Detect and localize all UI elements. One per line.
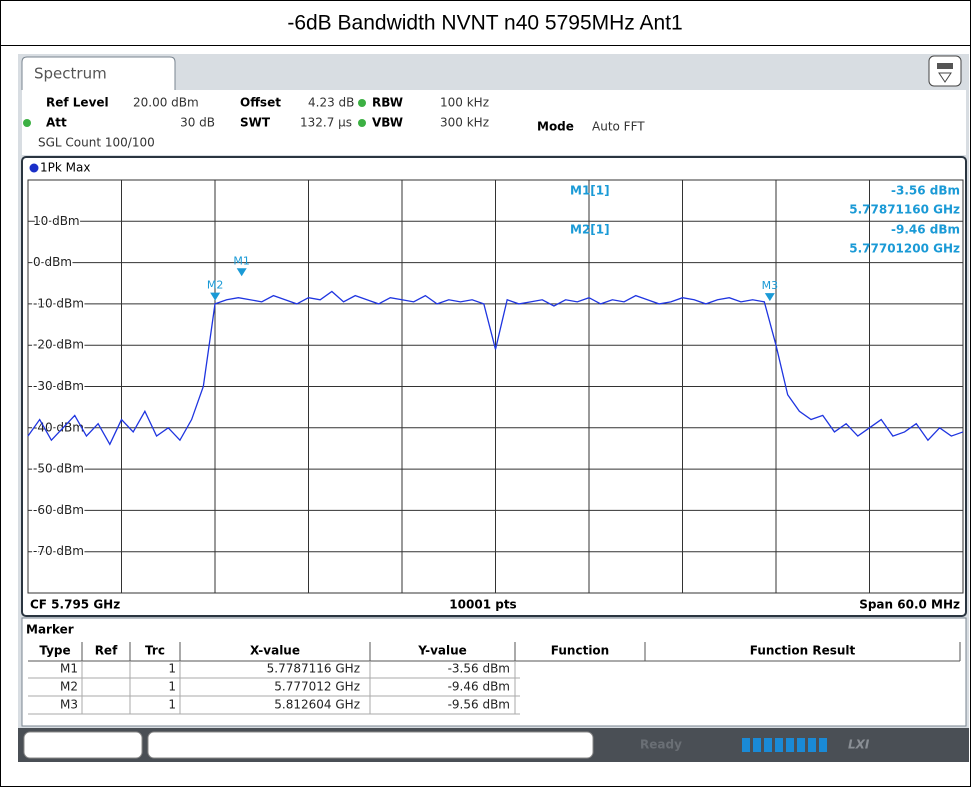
cell-y: -9.46 dBm <box>448 680 510 694</box>
lxi-logo: LXI <box>848 738 870 752</box>
marker-label: M3 <box>762 279 779 292</box>
column-header: Ref <box>95 644 118 658</box>
cell-type: M2 <box>60 680 78 694</box>
setting-label: Mode <box>537 120 574 134</box>
points: 10001 pts <box>449 598 516 612</box>
setting-label: VBW <box>372 116 403 130</box>
setting-label: Ref Level <box>46 96 109 110</box>
cell-y: -3.56 dBm <box>448 662 510 676</box>
y-tick-label: 10 dBm <box>33 214 80 228</box>
cell-trc: 1 <box>168 662 176 676</box>
progress-segment <box>775 738 783 752</box>
center-freq: CF 5.795 GHz <box>30 598 120 612</box>
cell-y: -9.56 dBm <box>448 698 510 712</box>
cell-x: 5.812604 GHz <box>274 698 360 712</box>
readout-label: M2[1] <box>570 223 610 237</box>
settings-panel <box>22 90 966 155</box>
window-title: -6dB Bandwidth NVNT n40 5795MHz Ant1 <box>287 12 682 35</box>
readout-value: -3.56 dBm <box>891 184 960 198</box>
y-tick-label: -40 dBm <box>33 420 84 434</box>
cell-type: M1 <box>60 662 78 676</box>
cell-trc: 1 <box>168 698 176 712</box>
y-tick-label: -30 dBm <box>33 379 84 393</box>
setting-label: RBW <box>372 96 403 110</box>
status-text: Ready <box>640 738 682 752</box>
column-header: Function <box>551 644 609 658</box>
setting-value: 20.00 dBm <box>133 96 199 110</box>
cell-x: 5.7787116 GHz <box>267 662 360 676</box>
setting-value: 100 kHz <box>440 96 489 110</box>
cell-trc: 1 <box>168 680 176 694</box>
setting-value: Auto FFT <box>592 120 645 134</box>
progress-segment <box>819 738 827 752</box>
column-header: Y-value <box>417 644 467 658</box>
progress-segment <box>742 738 750 752</box>
progress-segment <box>808 738 816 752</box>
status-dot <box>23 119 31 127</box>
readout-freq: 5.77871160 GHz <box>849 203 960 217</box>
progress-segment <box>764 738 772 752</box>
readout-freq: 5.77701200 GHz <box>849 242 960 256</box>
tab-label[interactable]: Spectrum <box>34 65 107 83</box>
y-tick-label: -10 dBm <box>33 296 84 310</box>
progress-segment <box>786 738 794 752</box>
column-header: Trc <box>145 644 165 658</box>
marker <box>210 292 221 301</box>
menu-icon <box>937 63 953 69</box>
marker <box>764 293 775 302</box>
setting-value: 132.7 µs <box>300 116 352 130</box>
trace-label: 1Pk Max <box>40 161 90 175</box>
y-tick-label: -20 dBm <box>33 338 84 352</box>
y-tick-label: -50 dBm <box>33 462 84 476</box>
setting-value: 300 kHz <box>440 116 489 130</box>
status-dot <box>358 99 366 107</box>
cell-type: M3 <box>60 698 78 712</box>
marker-label: M2 <box>207 279 224 292</box>
tab[interactable] <box>21 56 176 90</box>
column-header: X-value <box>250 644 300 658</box>
column-header: Type <box>39 644 70 658</box>
menu-arrow <box>938 72 952 83</box>
setting-label: SWT <box>240 116 271 130</box>
column-header: Function Result <box>750 644 856 658</box>
input-field[interactable] <box>147 731 594 759</box>
marker-table <box>21 617 967 727</box>
progress-segment <box>753 738 761 752</box>
setting-label: Att <box>46 116 67 130</box>
trace-indicator <box>29 163 39 173</box>
cell-x: 5.777012 GHz <box>274 680 360 694</box>
trace <box>27 290 964 446</box>
setting-label: Offset <box>240 96 281 110</box>
setting-value: 30 dB <box>180 116 215 130</box>
status-dot <box>358 119 366 127</box>
span: Span 60.0 MHz <box>859 598 960 612</box>
sgl-count: SGL Count 100/100 <box>38 136 155 150</box>
softkey[interactable] <box>23 731 143 759</box>
y-tick-label: -60 dBm <box>33 503 84 517</box>
readout-value: -9.46 dBm <box>891 223 960 237</box>
readout-label: M1[1] <box>570 184 610 198</box>
y-tick-label: -70 dBm <box>33 544 84 558</box>
marker-label: M1 <box>233 254 250 267</box>
setting-value: 4.23 dB <box>308 96 354 110</box>
table-title: Marker <box>26 623 74 637</box>
progress-segment <box>797 738 805 752</box>
marker <box>236 268 247 277</box>
y-tick-label: 0 dBm <box>33 255 72 269</box>
